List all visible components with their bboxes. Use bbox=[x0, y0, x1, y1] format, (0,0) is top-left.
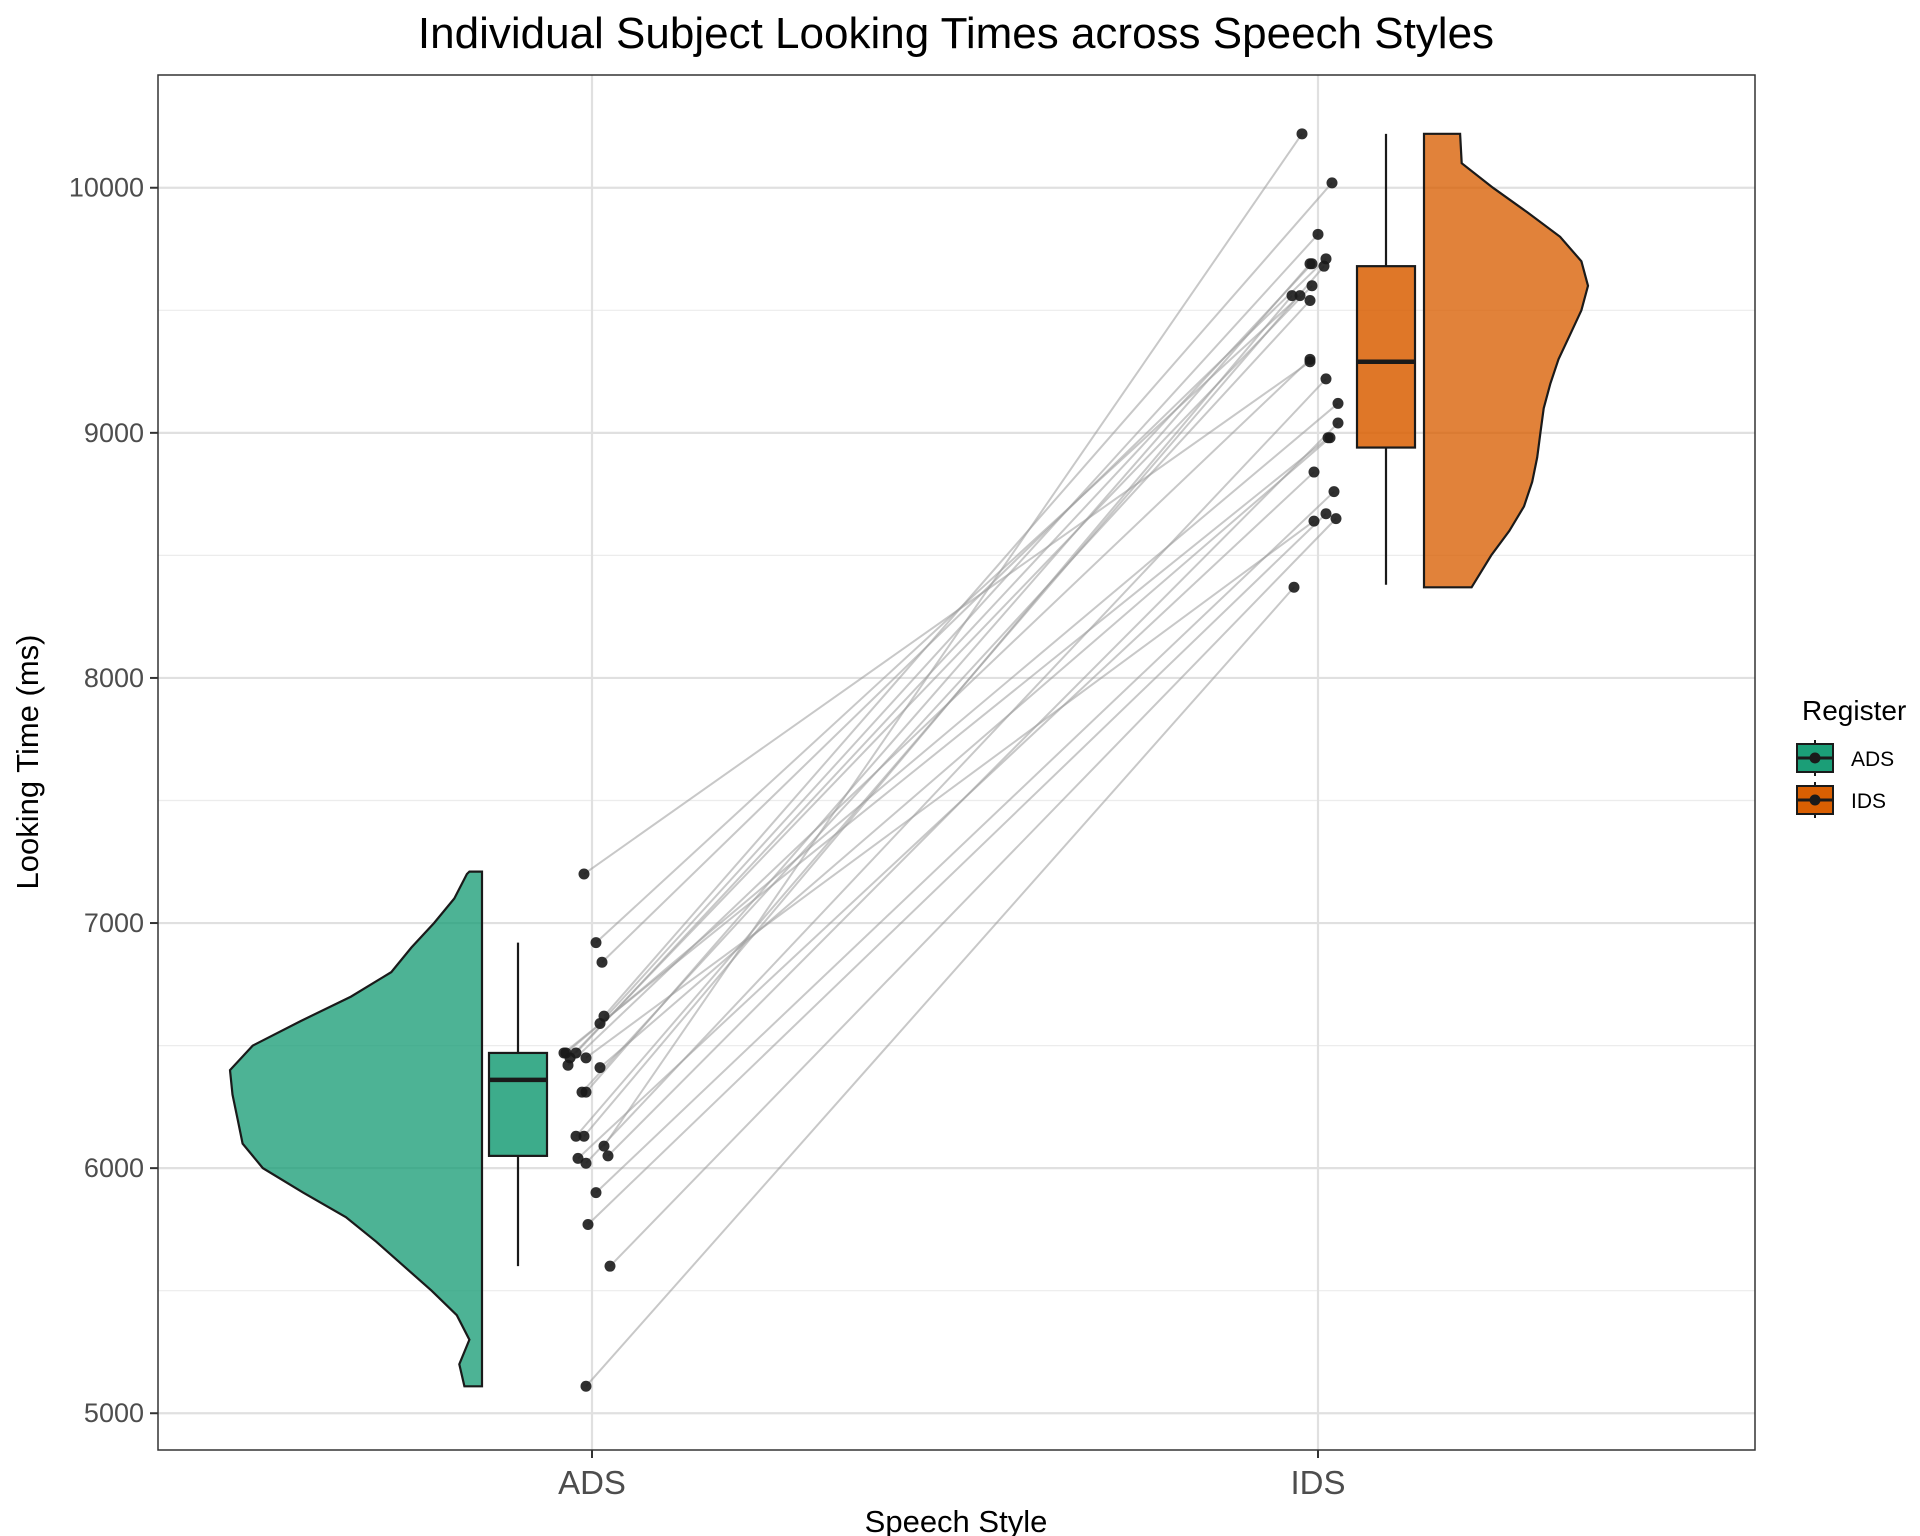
subject-point-ads bbox=[562, 1059, 574, 1071]
subject-line bbox=[587, 513, 1327, 1226]
subject-point-ids bbox=[1332, 397, 1344, 409]
x-axis-title: Speech Style bbox=[865, 1504, 1048, 1536]
legend-key-ads: ADS bbox=[1795, 738, 1894, 778]
subject-line bbox=[583, 294, 1293, 1137]
subject-point-ads bbox=[580, 1157, 592, 1169]
subject-line bbox=[581, 299, 1311, 1093]
subject-line bbox=[567, 358, 1311, 1066]
subject-point-ads bbox=[572, 1152, 584, 1164]
subject-points bbox=[558, 128, 1344, 1392]
subject-point-ads bbox=[590, 1187, 602, 1199]
subject-point-ids bbox=[1332, 417, 1344, 429]
legend-label: IDS bbox=[1851, 790, 1886, 813]
subject-point-ads bbox=[578, 1130, 590, 1142]
subject-point-ids bbox=[1286, 290, 1298, 302]
subject-line bbox=[595, 294, 1301, 944]
box-iqr bbox=[1355, 265, 1417, 449]
subject-line bbox=[585, 520, 1315, 1059]
subject-point-ids bbox=[1304, 353, 1316, 365]
subject-point-ids bbox=[1296, 128, 1308, 140]
density-cloud-ads bbox=[228, 870, 484, 1388]
legend-label: ADS bbox=[1851, 748, 1894, 771]
subject-line bbox=[595, 490, 1335, 1194]
subject-line bbox=[599, 436, 1331, 1069]
subject-point-ads bbox=[602, 1150, 614, 1162]
legend-title: Register bbox=[1802, 695, 1906, 726]
subject-point-ids bbox=[1312, 228, 1324, 240]
subject-line bbox=[583, 360, 1311, 875]
subject-line bbox=[609, 517, 1337, 1267]
subject-line bbox=[575, 263, 1313, 1054]
boxplot-ids bbox=[1355, 133, 1417, 585]
legend-key-point bbox=[1809, 752, 1821, 764]
subject-point-ids bbox=[1328, 486, 1340, 498]
subject-line bbox=[569, 285, 1313, 1059]
legend-key-ids: IDS bbox=[1795, 780, 1886, 820]
subject-point-ads bbox=[580, 1086, 592, 1098]
boxplot-ads bbox=[487, 942, 549, 1267]
boxplots bbox=[487, 133, 1417, 1267]
subject-point-ids bbox=[1308, 466, 1320, 478]
chart-title: Individual Subject Looking Times across … bbox=[418, 9, 1494, 58]
x-tick-label: ADS bbox=[558, 1464, 626, 1501]
subject-point-ids bbox=[1318, 260, 1330, 272]
subject-line bbox=[585, 263, 1311, 1093]
subject-point-ids bbox=[1304, 294, 1316, 306]
subject-point-ids bbox=[1330, 513, 1342, 525]
y-tick-label: 9000 bbox=[84, 418, 144, 448]
subject-point-ads bbox=[578, 868, 590, 880]
subject-point-ids bbox=[1306, 280, 1318, 292]
x-axis: ADS IDS bbox=[558, 1450, 1346, 1501]
subject-point-ads bbox=[580, 1380, 592, 1392]
subject-point-ids bbox=[1320, 508, 1332, 520]
subject-point-ids bbox=[1308, 515, 1320, 527]
panel-border bbox=[157, 74, 1756, 1451]
subject-line bbox=[601, 258, 1327, 963]
subject-line bbox=[599, 233, 1319, 1025]
subject-line bbox=[563, 436, 1329, 1054]
subject-point-ids bbox=[1304, 258, 1316, 270]
legend-key-point bbox=[1809, 794, 1821, 806]
y-tick-label: 6000 bbox=[84, 1153, 144, 1183]
subject-point-ids bbox=[1320, 373, 1332, 385]
subject-point-ads bbox=[596, 956, 608, 968]
subject-point-ads bbox=[570, 1130, 582, 1142]
subject-point-ads bbox=[582, 1219, 594, 1231]
subject-line bbox=[577, 471, 1315, 1160]
y-axis-title: Looking Time (ms) bbox=[10, 635, 45, 890]
subject-point-ids bbox=[1326, 177, 1338, 189]
subject-point-ads bbox=[594, 1018, 606, 1030]
subject-point-ids bbox=[1288, 581, 1300, 593]
legend: Register ADS IDS bbox=[1795, 695, 1906, 820]
subject-line bbox=[585, 586, 1295, 1387]
y-tick-label: 5000 bbox=[84, 1398, 144, 1428]
subject-lines bbox=[563, 133, 1339, 1387]
x-tick-label: IDS bbox=[1290, 1464, 1345, 1501]
subject-point-ads bbox=[560, 1047, 572, 1059]
y-tick-label: 7000 bbox=[84, 908, 144, 938]
box-iqr bbox=[487, 1051, 549, 1157]
subject-line bbox=[603, 133, 1303, 1147]
subject-line bbox=[585, 378, 1327, 1164]
subject-point-ads bbox=[580, 1052, 592, 1064]
y-axis: 5000 6000 7000 8000 9000 10000 bbox=[69, 173, 158, 1428]
subject-point-ads bbox=[594, 1062, 606, 1074]
subject-point-ids bbox=[1324, 432, 1336, 444]
subject-point-ads bbox=[604, 1260, 616, 1272]
density-cloud-ids bbox=[1422, 132, 1590, 589]
density-clouds bbox=[228, 132, 1590, 1388]
y-tick-label: 8000 bbox=[84, 663, 144, 693]
subject-point-ads bbox=[598, 1140, 610, 1152]
y-tick-label: 10000 bbox=[69, 173, 144, 203]
subject-point-ids bbox=[1294, 290, 1306, 302]
subject-point-ads bbox=[590, 937, 602, 949]
